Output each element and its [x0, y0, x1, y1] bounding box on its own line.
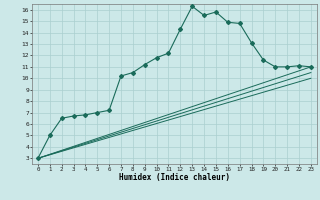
X-axis label: Humidex (Indice chaleur): Humidex (Indice chaleur): [119, 173, 230, 182]
